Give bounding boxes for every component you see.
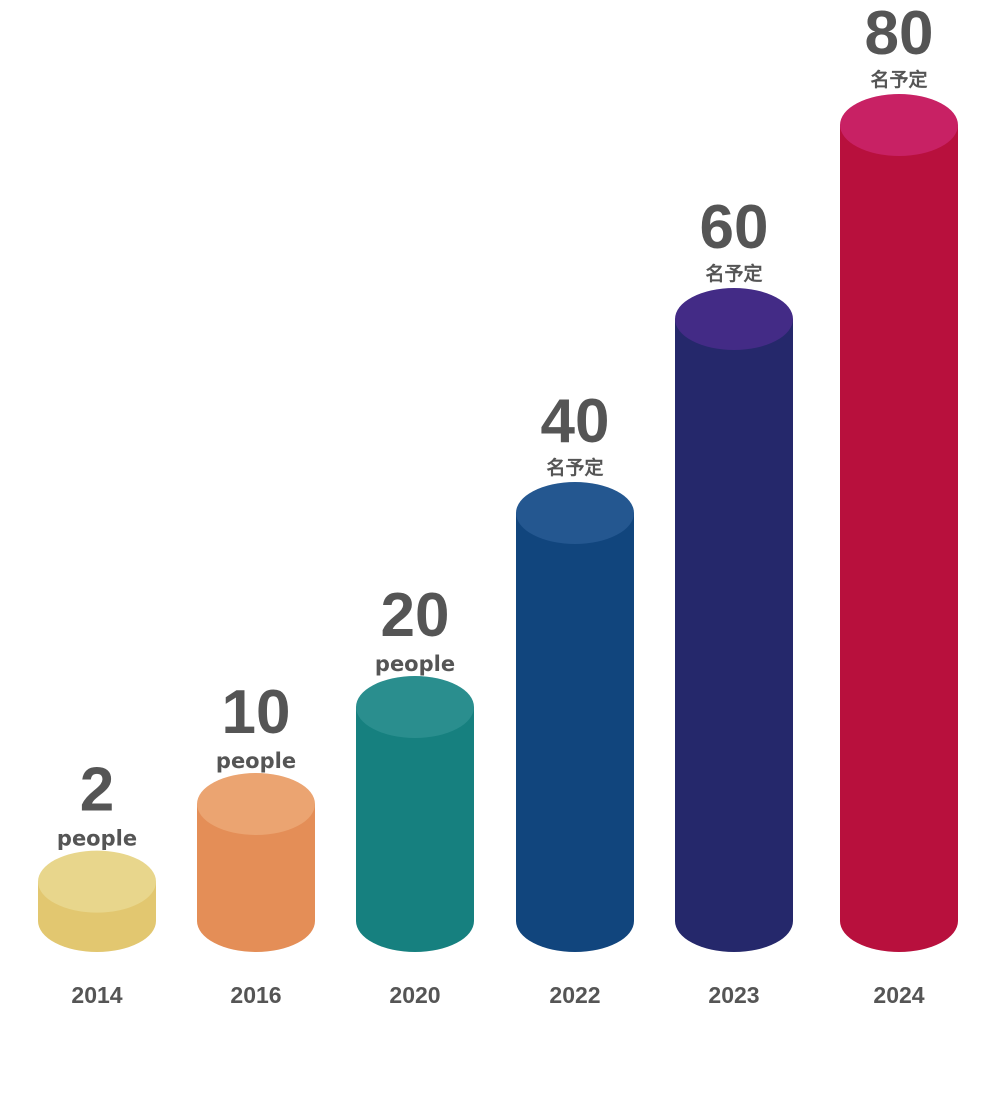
unit-label: people [57, 827, 137, 851]
bar-2020 [356, 676, 474, 952]
year-label: 2022 [549, 982, 600, 1008]
value-label: 60 [700, 193, 769, 262]
unit-label: 名予定 [705, 262, 762, 285]
bar-2024 [840, 94, 958, 952]
year-label: 2024 [873, 982, 924, 1008]
value-label: 40 [541, 387, 610, 456]
value-label: 20 [381, 581, 450, 650]
year-label: 2020 [389, 982, 440, 1008]
bars-layer [38, 94, 958, 952]
bar-top [38, 850, 156, 913]
bar-2014 [38, 850, 156, 952]
unit-label: 名予定 [870, 68, 927, 91]
value-label: 2 [80, 756, 114, 825]
year-label: 2023 [708, 982, 759, 1008]
bar-top [356, 676, 474, 738]
value-label: 10 [222, 678, 291, 747]
bar-body [197, 804, 315, 952]
year-label: 2016 [230, 982, 281, 1008]
bar-2023 [675, 288, 793, 952]
bar-top [840, 94, 958, 156]
unit-label: people [216, 749, 296, 773]
bar-body [516, 513, 634, 952]
bar-2022 [516, 482, 634, 952]
bar-body [675, 319, 793, 952]
bar-top [675, 288, 793, 350]
bar-body [840, 125, 958, 952]
unit-label: 名予定 [546, 456, 603, 479]
year-label: 2014 [71, 982, 122, 1008]
bar-top [516, 482, 634, 544]
bar-top [197, 773, 315, 835]
bar-body [356, 707, 474, 952]
unit-label: people [375, 652, 455, 676]
bar-2016 [197, 773, 315, 952]
labels-layer: 2people201410people201620people202040名予定… [57, 0, 934, 1008]
value-label: 80 [865, 0, 934, 68]
